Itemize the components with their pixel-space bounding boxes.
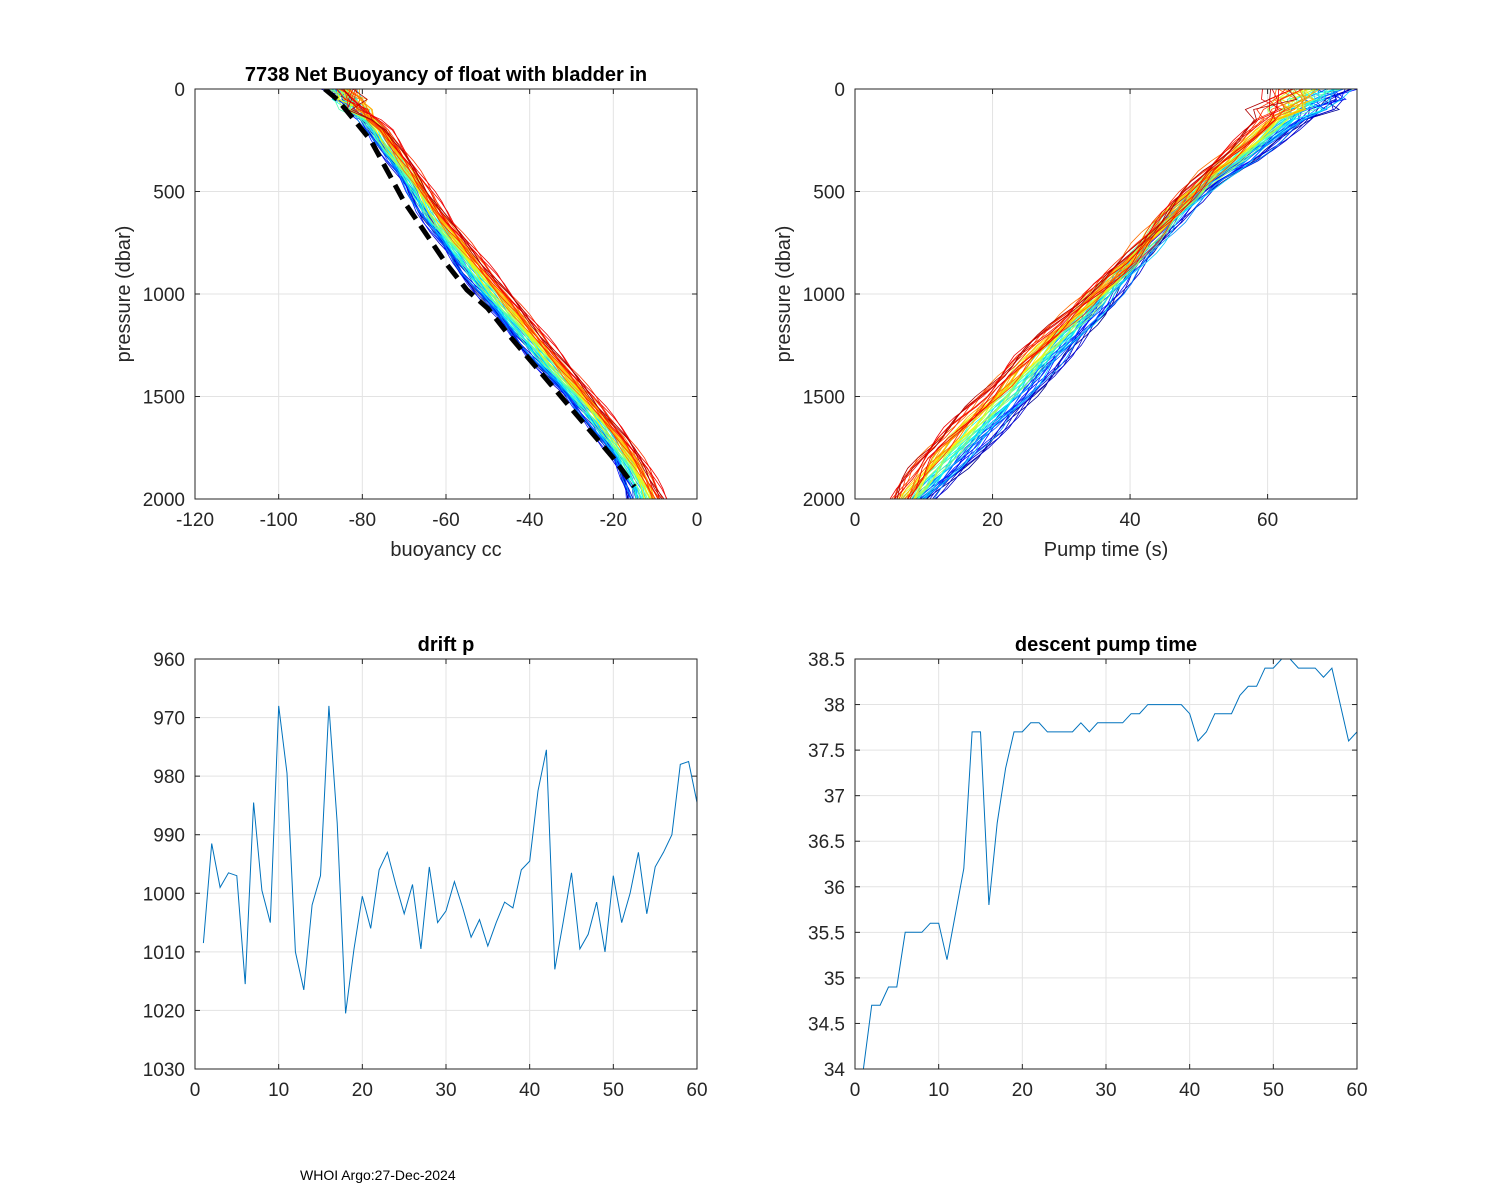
profile-line <box>896 89 1271 499</box>
profile-line <box>329 89 638 499</box>
x-tick-label: -60 <box>432 510 459 531</box>
profile-line <box>909 89 1279 499</box>
y-tick-label: 500 <box>813 183 845 204</box>
mean-profile-line <box>323 89 637 489</box>
profile-line <box>924 89 1353 499</box>
profile-line <box>913 89 1306 499</box>
x-tick-label: 50 <box>603 1080 624 1101</box>
x-tick-label: -40 <box>516 510 543 531</box>
x-tick-label: 0 <box>190 1080 201 1101</box>
y-tick-label: 37 <box>824 787 845 808</box>
axes-4: 0 10 20 30 40 50 60 34 34.5 35 35.5 36 36.5 37 37.5 38 3… <box>808 634 1368 1101</box>
x-tick-label: 20 <box>352 1080 373 1101</box>
y-tick-label: 35 <box>824 969 845 990</box>
y-tick-label: 500 <box>153 183 185 204</box>
y-tick-label: 36 <box>824 878 845 899</box>
y-tick-label: 36.5 <box>808 832 845 853</box>
profile-line <box>336 89 659 499</box>
x-tick-label: -20 <box>600 510 627 531</box>
profile-line <box>333 89 641 499</box>
profile-line <box>906 89 1293 499</box>
y-tick-label: 35.5 <box>808 923 845 944</box>
y-tick-label: 2000 <box>803 490 845 511</box>
x-tick-label: 40 <box>1119 510 1140 531</box>
profile-line <box>934 89 1338 499</box>
profile-line <box>912 89 1317 499</box>
profile-line <box>336 89 654 499</box>
x-tick-label: 60 <box>1346 1080 1367 1101</box>
x-tick-label: 10 <box>268 1080 289 1101</box>
profile-line <box>898 89 1303 499</box>
y-tick-label: 960 <box>153 650 185 671</box>
profile-line <box>918 89 1342 499</box>
y-tick-label: 0 <box>834 80 845 101</box>
profile-line <box>342 89 665 499</box>
x-axis-label: buoyancy cc <box>390 539 501 561</box>
axes-3: 0 10 20 30 40 50 60960970980990100010101020103… <box>143 634 708 1101</box>
profile-line <box>921 89 1346 499</box>
x-tick-label: 40 <box>1179 1080 1200 1101</box>
x-axis-label: Pump time (s) <box>1044 539 1168 561</box>
series-line <box>862 659 1357 1069</box>
y-axis-label: pressure (dbar) <box>773 226 795 363</box>
y-tick-label: 1000 <box>143 285 185 306</box>
profile-line <box>347 89 650 499</box>
profile-line <box>933 89 1338 499</box>
y-tick-label: 1000 <box>143 884 185 905</box>
y-tick-label: 1000 <box>803 285 845 306</box>
y-tick-label: 990 <box>153 826 185 847</box>
x-tick-label: 40 <box>519 1080 540 1101</box>
y-tick-label: 34 <box>824 1060 846 1081</box>
chart-title: descent pump time <box>1015 634 1197 656</box>
profile-line <box>350 89 663 499</box>
y-tick-label: 38 <box>824 696 845 717</box>
x-tick-label: 20 <box>1012 1080 1033 1101</box>
x-tick-label: 60 <box>686 1080 707 1101</box>
x-tick-label: 30 <box>1095 1080 1116 1101</box>
y-tick-label: 1500 <box>143 388 185 409</box>
y-tick-label: 970 <box>153 709 185 730</box>
x-tick-label: -120 <box>176 510 214 531</box>
data-layer <box>320 89 668 499</box>
profile-line <box>344 89 657 499</box>
x-tick-label: 0 <box>692 510 703 531</box>
profile-line <box>329 89 648 499</box>
x-tick-label: 0 <box>850 1080 861 1101</box>
x-tick-label: 0 <box>850 510 861 531</box>
profile-line <box>343 89 653 499</box>
data-layer <box>862 659 1357 1069</box>
profile-line <box>329 89 631 499</box>
axes-1: -120 -100 -80 -60 -40 -20 0 0 500 1000 1500 2000 773… <box>113 64 702 561</box>
profile-line <box>929 89 1336 499</box>
y-tick-label: 34.5 <box>808 1014 845 1035</box>
y-tick-label: 980 <box>153 767 185 788</box>
chart-title: 7738 Net Buoyancy of float with bladder … <box>245 64 647 86</box>
x-tick-label: 20 <box>982 510 1003 531</box>
y-tick-label: 2000 <box>143 490 185 511</box>
profile-line <box>342 89 637 499</box>
x-tick-label: 10 <box>928 1080 949 1101</box>
y-axis-label: pressure (dbar) <box>113 226 135 363</box>
x-tick-label: 50 <box>1263 1080 1284 1101</box>
x-tick-label: 30 <box>435 1080 456 1101</box>
x-tick-label: -100 <box>260 510 298 531</box>
series-line <box>202 705 697 1014</box>
footer-label: WHOI Argo:27-Dec-2024 <box>300 1167 456 1183</box>
y-tick-label: 1020 <box>143 1001 185 1022</box>
y-tick-label: 38.5 <box>808 650 845 671</box>
profile-line <box>336 89 645 499</box>
data-layer <box>889 89 1357 499</box>
profile-line <box>889 89 1283 499</box>
y-tick-label: 1500 <box>803 388 845 409</box>
x-tick-label: 60 <box>1257 510 1278 531</box>
chart-title: drift p <box>418 634 475 656</box>
y-tick-label: 1010 <box>143 943 185 964</box>
axes-2: 0 20 40 60 0 500 1000 1500 2000 Pump time (s) pres… <box>773 80 1358 561</box>
y-tick-label: 37.5 <box>808 741 845 762</box>
data-layer <box>202 705 697 1014</box>
y-tick-label: 1030 <box>143 1060 185 1081</box>
y-tick-label: 0 <box>174 80 185 101</box>
x-tick-label: -80 <box>349 510 376 531</box>
